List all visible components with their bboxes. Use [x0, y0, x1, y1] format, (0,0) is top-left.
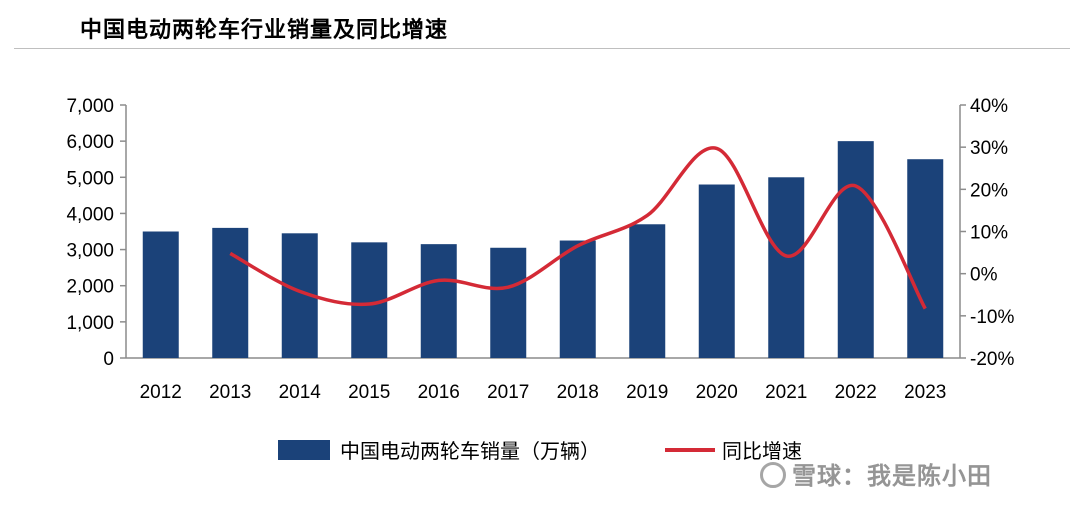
snowball-logo-icon — [760, 462, 786, 488]
left-tick-label: 6,000 — [66, 132, 114, 153]
left-tick-label: 1,000 — [66, 313, 114, 334]
left-tick-label: 2,000 — [66, 277, 114, 298]
legend-line-label: 同比增速 — [722, 439, 802, 463]
left-tick-label: 3,000 — [66, 241, 114, 262]
bar-2021 — [768, 177, 805, 358]
page-title: 中国电动两轮车行业销量及同比增速 — [80, 18, 449, 43]
x-tick-label: 2016 — [418, 382, 460, 403]
right-tick-label: -10% — [970, 307, 1014, 328]
bar-2020 — [698, 184, 735, 358]
bar-2018 — [559, 240, 596, 358]
watermark: 雪球：我是陈小田 — [760, 456, 992, 491]
right-tick-label: 30% — [970, 138, 1008, 159]
bar-2016 — [420, 244, 457, 358]
bar-2012 — [142, 231, 179, 358]
x-tick-label: 2018 — [557, 382, 599, 403]
x-tick-label: 2022 — [835, 382, 877, 403]
right-tick-label: 20% — [970, 180, 1008, 201]
x-tick-label: 2014 — [279, 382, 322, 403]
left-tick-label: 5,000 — [66, 168, 114, 189]
title-divider — [14, 48, 1070, 49]
bar-2022 — [837, 141, 874, 358]
x-tick-label: 2023 — [904, 382, 946, 403]
right-tick-label: 0% — [970, 265, 998, 286]
right-tick-label: 10% — [970, 223, 1008, 244]
x-tick-label: 2019 — [626, 382, 668, 403]
x-tick-label: 2013 — [209, 382, 251, 403]
left-tick-label: 0 — [103, 349, 114, 370]
right-tick-label: 40% — [970, 96, 1008, 117]
legend-bar-label: 中国电动两轮车销量（万辆） — [340, 439, 600, 463]
growth-line — [229, 146, 927, 310]
legend-bar-swatch — [278, 440, 330, 460]
right-tick-label: -20% — [970, 349, 1014, 370]
bar-2023 — [907, 159, 944, 358]
left-tick-label: 4,000 — [66, 204, 114, 225]
x-tick-label: 2020 — [696, 382, 738, 403]
left-tick-label: 7,000 — [66, 96, 114, 117]
x-tick-label: 2017 — [487, 382, 529, 403]
bar-2017 — [490, 247, 527, 358]
bar-2013 — [212, 227, 249, 358]
bar-2019 — [629, 224, 666, 358]
x-tick-label: 2021 — [765, 382, 807, 403]
x-tick-label: 2012 — [140, 382, 182, 403]
x-tick-label: 2015 — [348, 382, 390, 403]
watermark-text: 雪球：我是陈小田 — [792, 462, 992, 490]
